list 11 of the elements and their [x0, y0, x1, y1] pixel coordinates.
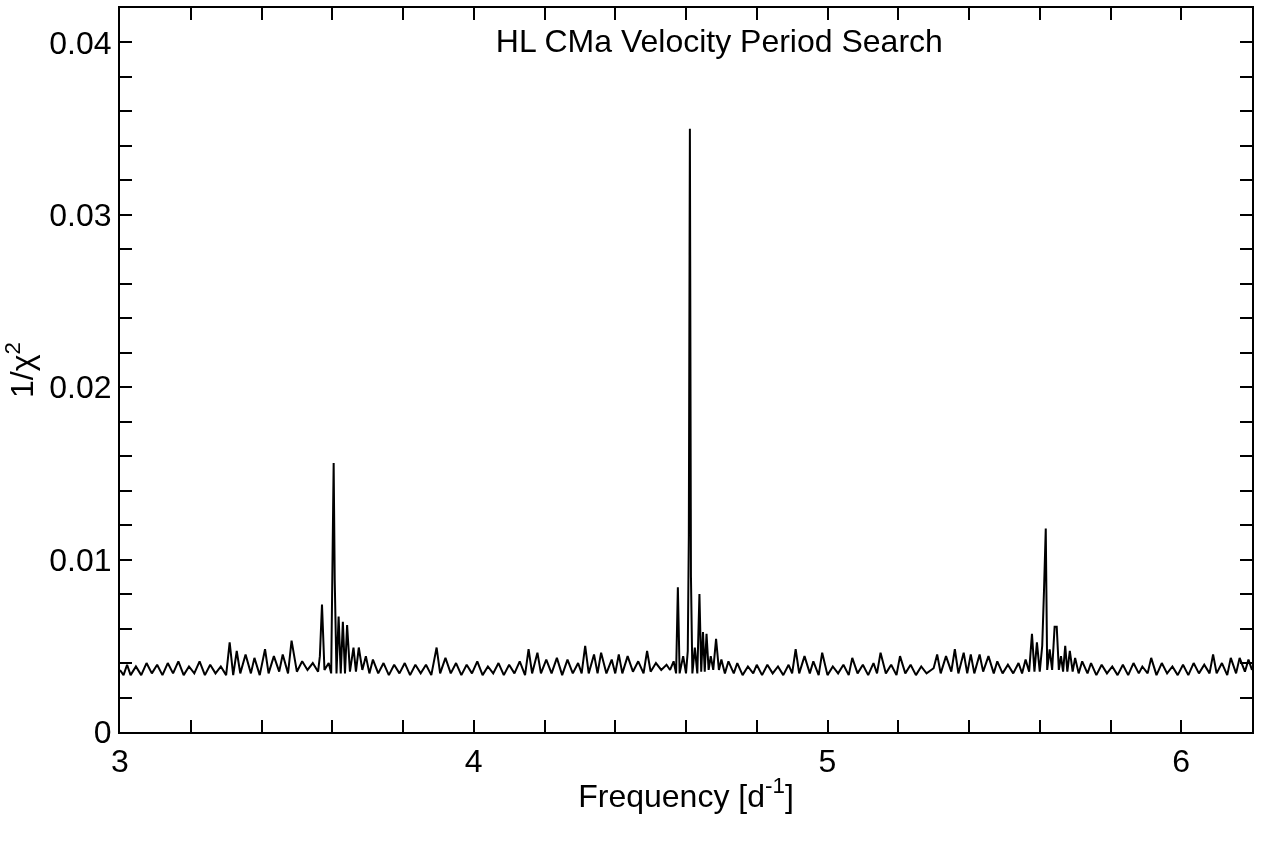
- text: HL CMa Velocity Period Search: [495, 22, 943, 59]
- y-tick-label: 0.03: [49, 197, 112, 234]
- x-axis-title: Frequency [d$^{-1}$]: [578, 773, 794, 814]
- y-tick-label: 0: [93, 714, 112, 751]
- y-tick-label: 0.04: [49, 24, 112, 61]
- x-tick-label: 4: [464, 743, 483, 780]
- x-tick-label: 5: [818, 743, 837, 780]
- x-tick-label: 6: [1172, 743, 1191, 780]
- x-tick-label: 3: [111, 743, 129, 780]
- y-tick-label: 0.02: [49, 369, 112, 406]
- y-tick-label: 0.01: [49, 541, 112, 578]
